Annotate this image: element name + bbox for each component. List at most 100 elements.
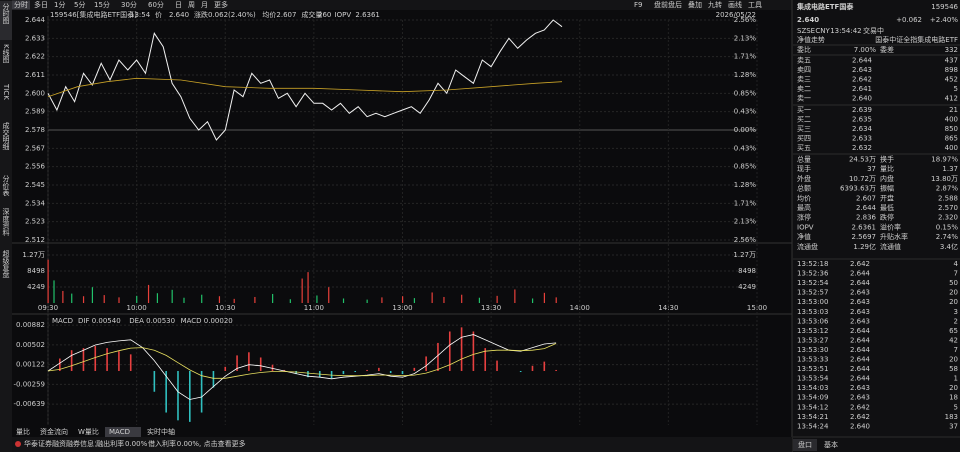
period-tab[interactable]: 1分 [54, 0, 65, 9]
book-price: 2.632 [852, 144, 872, 152]
pct-label: 1.71% [734, 53, 757, 61]
volume-bar [461, 294, 463, 303]
tick-time: 13:53:03 [797, 308, 828, 316]
quote-label: 溢价率 [880, 222, 901, 231]
book-label: 卖二 [797, 85, 811, 93]
status-text[interactable]: 点击查看更多 [204, 439, 246, 448]
volume-bar [431, 292, 433, 303]
period-tab[interactable]: 更多 [214, 0, 228, 9]
period-tab[interactable]: 5分 [74, 0, 85, 9]
volume-bar [118, 297, 120, 303]
panel-tab[interactable]: 基本 [824, 440, 838, 449]
volume-bar [307, 272, 309, 303]
y-tick-label: -0.00259 [14, 380, 45, 388]
panel-tab[interactable]: 盘口 [798, 440, 812, 449]
y-tick-label: 0.00122 [16, 361, 45, 369]
tick-volume: 183 [945, 413, 958, 421]
period-tab[interactable]: 30分 [121, 0, 137, 9]
tool-button[interactable]: F9 [634, 1, 642, 9]
status-text: 0.00% [125, 440, 148, 448]
bottom-tab[interactable]: MACD [109, 428, 130, 436]
pct-label: 0.43% [734, 144, 757, 152]
period-tab[interactable]: 60分 [148, 0, 164, 9]
quote-label: 流通盘 [797, 242, 818, 251]
sidebar-tab[interactable]: 分时图 [2, 2, 10, 25]
quote-label: 跌停 [880, 213, 894, 222]
sidebar [0, 0, 12, 452]
quote-meta: 13:54:42 [830, 27, 861, 35]
sidebar-tab[interactable]: K线图 [2, 44, 10, 64]
period-tab[interactable]: 月 [201, 1, 208, 9]
tick-price: 2.643 [850, 317, 870, 325]
tick-time: 13:52:54 [797, 279, 829, 287]
bottom-tab[interactable]: 量比 [16, 427, 30, 436]
volume-bar [478, 297, 481, 303]
book-price: 2.635 [852, 116, 872, 124]
tick-volume: 20 [949, 356, 958, 364]
status-text: 借入利率 [148, 439, 176, 448]
tool-button[interactable]: 工具 [748, 1, 762, 9]
quote-label: 现手 [797, 164, 811, 173]
y-tick-label: 8498 [738, 267, 756, 275]
toolbar [12, 0, 792, 10]
tick-price: 2.643 [850, 394, 870, 402]
tool-button[interactable]: 盘前盘后 [654, 0, 682, 9]
volume-bar [254, 296, 256, 303]
quote-label: 振幅 [880, 184, 894, 193]
sidebar-tab[interactable]: 超级复盘 [2, 249, 10, 278]
period-tab[interactable]: 周 [188, 1, 195, 9]
quote-value: 3.4亿 [940, 242, 958, 251]
header-item: 13:54 [130, 11, 151, 19]
bottom-tab[interactable]: 资金流向 [40, 427, 68, 436]
sidebar-tab[interactable]: 分价表 [2, 174, 10, 197]
quote-label: 最低 [880, 203, 894, 212]
book-volume: 452 [945, 76, 958, 84]
y-tick-label: 2.589 [25, 108, 45, 116]
quote-value: 1.37 [942, 165, 958, 173]
volume-bar [156, 293, 159, 303]
quote-label: 内盘 [880, 174, 894, 183]
quote-meta: SZSE [797, 27, 815, 35]
x-tick-label: 13:30 [481, 304, 501, 312]
quote-code: 159546 [931, 3, 958, 11]
tick-price: 2.644 [850, 375, 871, 383]
quote-pct: +2.40% [930, 16, 958, 24]
macd-line [47, 343, 557, 379]
header-item: 均价 [262, 10, 276, 19]
y-tick-label: 1.27万 [22, 251, 45, 259]
volume-bar [301, 278, 303, 303]
sidebar-tab[interactable]: 成交明细 [2, 121, 10, 151]
book-label: 买五 [797, 144, 811, 152]
period-tab[interactable]: 日 [175, 1, 182, 9]
sidebar-tab[interactable]: TICK [2, 83, 10, 100]
tool-button[interactable]: 九转 [708, 0, 722, 9]
volume-bar [147, 284, 150, 303]
sidebar-tab[interactable]: 深度资料 [2, 207, 10, 237]
period-tab[interactable]: 分时 [14, 0, 28, 9]
book-price: 2.643 [852, 66, 872, 74]
tick-price: 2.644 [850, 270, 871, 278]
y-tick-label: 2.611 [25, 71, 45, 79]
nav-trend[interactable]: 净值走势 [797, 35, 825, 44]
tick-volume: 42 [949, 336, 958, 344]
header-item: IOPV [335, 11, 352, 19]
bottom-tab[interactable]: 实时中轴 [147, 427, 175, 436]
quote-label: 总量 [797, 155, 811, 164]
tick-volume: 1 [954, 375, 958, 383]
tool-button[interactable]: 画线 [728, 0, 742, 9]
pct-label: 2.13% [734, 218, 757, 226]
x-tick-label: 14:30 [658, 304, 678, 312]
bottom-tab[interactable]: W量比 [78, 427, 99, 436]
period-tab[interactable]: 15分 [94, 0, 110, 9]
tick-volume: 5 [954, 403, 958, 411]
macd-legend: DEA 0.00530 [129, 317, 175, 325]
tool-button[interactable]: 叠加 [688, 0, 702, 9]
y-tick-label: 2.567 [25, 144, 45, 152]
quote-change: +0.062 [896, 16, 922, 24]
tick-volume: 2 [954, 317, 958, 325]
pct-label: 0.43% [734, 108, 757, 116]
period-tab[interactable]: 多日 [34, 0, 48, 9]
tick-time: 13:54:09 [797, 394, 828, 402]
quote-value: 1.29亿 [853, 242, 876, 251]
tick-time: 13:53:33 [797, 356, 828, 364]
